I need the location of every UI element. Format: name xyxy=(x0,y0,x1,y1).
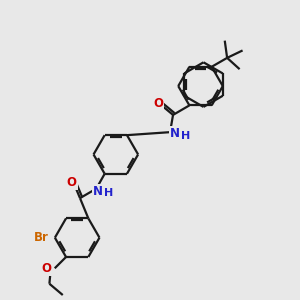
Text: N: N xyxy=(170,127,180,140)
Text: N: N xyxy=(92,184,103,197)
Text: O: O xyxy=(42,262,52,275)
Text: H: H xyxy=(182,131,190,141)
Text: O: O xyxy=(153,97,163,110)
Text: O: O xyxy=(67,176,77,189)
Text: Br: Br xyxy=(34,231,48,244)
Text: H: H xyxy=(104,188,113,198)
